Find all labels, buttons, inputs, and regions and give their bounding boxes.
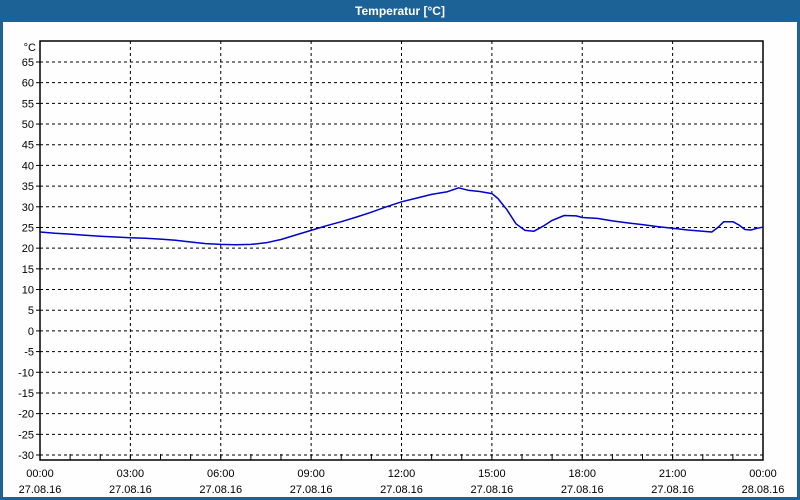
y-tick-label: 30 [22, 202, 34, 214]
y-tick-label: 25 [22, 222, 34, 234]
x-tick-time-label: 18:00 [568, 468, 596, 480]
x-tick-date-label: 27.08.16 [290, 484, 333, 496]
x-tick-time-label: 12:00 [388, 468, 416, 480]
grid-lines [40, 41, 763, 460]
window-title: Temperatur [°C] [355, 4, 445, 18]
y-axis-unit-label: °C [24, 42, 36, 54]
y-tick-label: 65 [22, 57, 34, 69]
y-tick-label: -30 [18, 450, 34, 462]
axis-labels: 65605550454035302520151050-5-10-15-20-25… [18, 42, 784, 496]
temperature-chart: 65605550454035302520151050-5-10-15-20-25… [18, 40, 784, 496]
x-tick-time-label: 06:00 [207, 468, 235, 480]
y-tick-label: 5 [28, 305, 34, 317]
y-tick-label: -15 [18, 388, 34, 400]
y-tick-label: 10 [22, 285, 34, 297]
x-tick-time-label: 00:00 [749, 468, 777, 480]
y-tick-label: 55 [22, 98, 34, 110]
y-tick-label: -25 [18, 429, 34, 441]
y-tick-label: 60 [22, 78, 34, 90]
y-tick-label: 15 [22, 264, 34, 276]
y-tick-label: 35 [22, 181, 34, 193]
temperature-line [39, 187, 764, 246]
x-tick-time-label: 15:00 [478, 468, 506, 480]
x-tick-date-label: 27.08.16 [561, 484, 604, 496]
x-tick-time-label: 00:00 [26, 468, 54, 480]
x-tick-date-label: 27.08.16 [651, 484, 694, 496]
x-tick-time-label: 21:00 [659, 468, 687, 480]
x-tick-time-label: 09:00 [297, 468, 325, 480]
x-tick-date-label: 27.08.16 [109, 484, 152, 496]
x-tick-date-label: 27.08.16 [199, 484, 242, 496]
y-tick-label: -20 [18, 409, 34, 421]
x-tick-time-label: 03:00 [117, 468, 145, 480]
plot-border [39, 40, 764, 461]
y-tick-label: 20 [22, 243, 34, 255]
window-titlebar[interactable]: Temperatur [°C] [0, 0, 800, 22]
x-tick-date-label: 27.08.16 [380, 484, 423, 496]
axis-ticks [36, 61, 764, 460]
x-tick-date-label: 27.08.16 [19, 484, 62, 496]
chart-panel: 65 60 55 50 45 40 35 30 25 20 15 10 5 0 -5 -10 -15 -20 -25… [0, 22, 800, 500]
x-tick-date-label: 28.08.16 [742, 484, 785, 496]
x-tick-date-label: 27.08.16 [470, 484, 513, 496]
y-tick-label: 50 [22, 119, 34, 131]
y-tick-label: 0 [28, 326, 34, 338]
y-tick-label: -5 [24, 347, 34, 359]
y-tick-label: 40 [22, 160, 34, 172]
y-tick-label: -10 [18, 367, 34, 379]
y-tick-label: 45 [22, 140, 34, 152]
